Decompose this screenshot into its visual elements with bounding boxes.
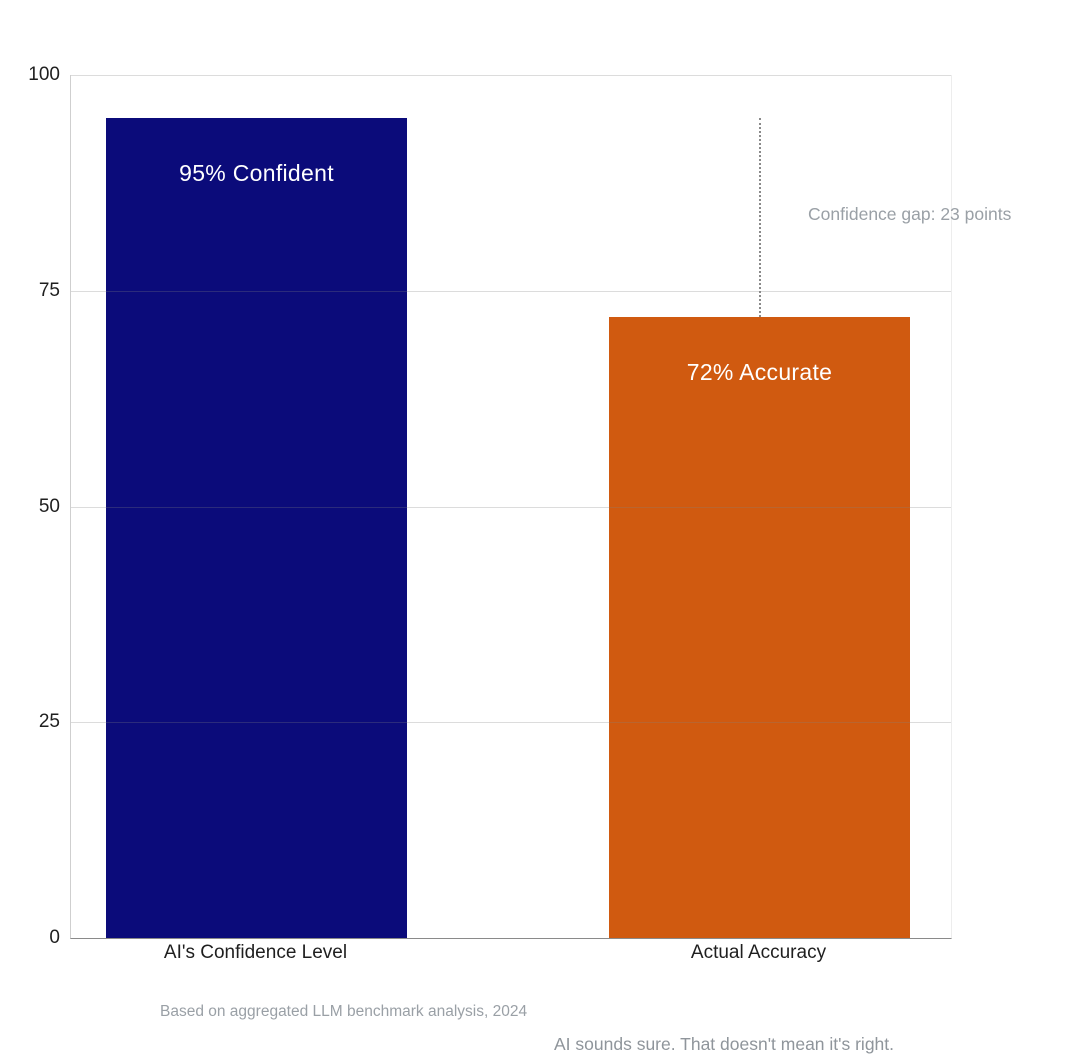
y-axis: 0 25 50 75 100 (0, 0, 60, 1058)
source-note: Based on aggregated LLM benchmark analys… (160, 1003, 528, 1020)
bar-value-label: 72% Accurate (686, 358, 833, 385)
chart-caption: AI sounds sure. That doesn't mean it's r… (554, 1034, 895, 1054)
confidence-gap-line (758, 118, 761, 317)
y-tick-label-75: 75 (38, 279, 60, 301)
y-tick-label-50: 50 (38, 495, 60, 517)
y-tick-label-25: 25 (38, 711, 60, 733)
bar-confidence: 95% Confident (106, 118, 407, 938)
x-category-label: AI's Confidence Level (163, 942, 348, 963)
bar-value-label: 95% Confident (179, 160, 334, 187)
y-tick-label-0: 0 (49, 927, 60, 948)
x-category-label: Actual Accuracy (690, 942, 827, 963)
gridline-100 (71, 75, 951, 76)
y-tick-label-100: 100 (28, 64, 60, 85)
bar-accuracy: 72% Accurate (609, 316, 910, 938)
gap-annotation: Confidence gap: 23 points (808, 204, 1012, 224)
